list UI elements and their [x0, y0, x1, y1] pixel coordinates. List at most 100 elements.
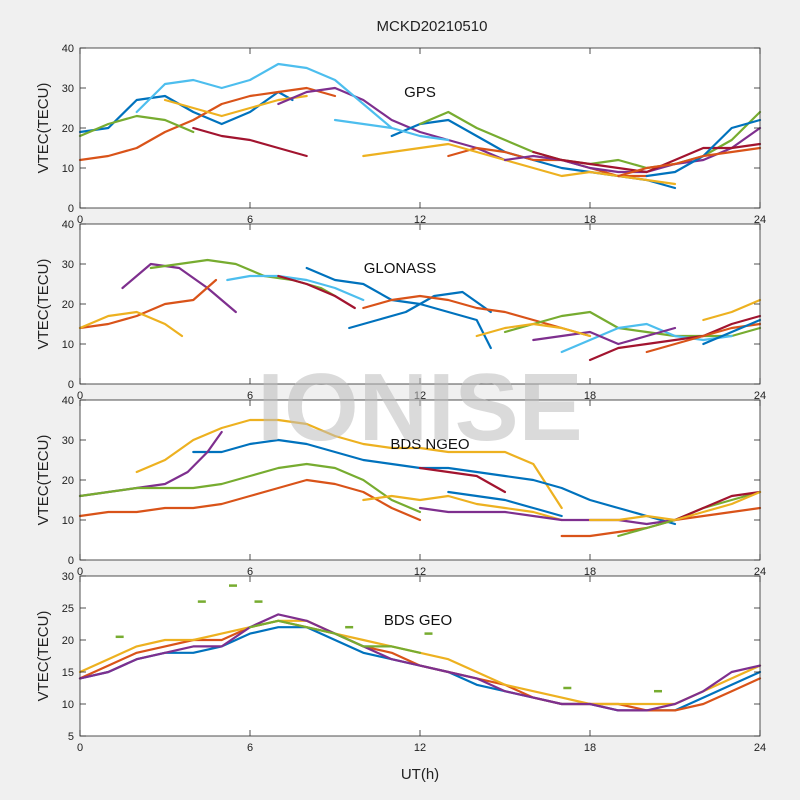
series-line-7 [348, 290, 492, 330]
figure-title: MCKD20210510 [377, 18, 488, 35]
series-group [78, 258, 762, 362]
series-line-3 [277, 86, 507, 162]
y-tick-label: 0 [68, 379, 74, 391]
series-line-15 [333, 118, 450, 142]
series-line-9 [362, 142, 677, 186]
panel-label: BDS NGEO [390, 436, 469, 453]
x-tick-label: 18 [584, 742, 596, 754]
y-tick-label: 15 [62, 667, 74, 679]
x-tick-label: 6 [247, 566, 253, 578]
series-line-8 [418, 506, 677, 526]
series-line-5 [135, 62, 393, 130]
series-line-12 [588, 490, 762, 522]
series-line-4 [226, 274, 365, 302]
series-line-0 [135, 418, 563, 510]
y-tick-label: 10 [62, 163, 74, 175]
x-tick-label: 0 [77, 742, 83, 754]
x-tick-label: 6 [247, 390, 253, 402]
y-tick-label: 10 [62, 699, 74, 711]
y-tick-label: 0 [68, 555, 74, 567]
y-tick-label: 40 [62, 395, 74, 407]
series-line-10 [560, 322, 733, 354]
x-tick-label: 24 [754, 214, 766, 226]
y-tick-label: 30 [62, 571, 74, 583]
series-line-2 [78, 278, 218, 330]
series-line-13 [645, 322, 762, 354]
x-tick-label: 24 [754, 390, 766, 402]
series-group [78, 62, 762, 190]
plot-area [80, 400, 760, 560]
y-tick-label: 20 [62, 299, 74, 311]
panel-label: GPS [404, 84, 436, 101]
y-tick-label: 5 [68, 731, 74, 743]
panel-3: 5 10 15 20 25 30 0 6 12 18 24 VTEC(TECU) BDS GEO [35, 571, 766, 754]
x-tick-label: 12 [414, 214, 426, 226]
y-tick-label: 10 [62, 515, 74, 527]
y-tick-label: 25 [62, 603, 74, 615]
y-tick-label: 40 [62, 219, 74, 231]
watermark: IONISE [257, 354, 582, 461]
x-tick-label: 6 [247, 214, 253, 226]
y-tick-label: 20 [62, 475, 74, 487]
series-line-15 [702, 318, 762, 346]
series-line-0 [78, 90, 294, 134]
panel-label: GLONASS [364, 260, 437, 277]
y-tick-label: 30 [62, 259, 74, 271]
panel-2: 0 10 20 30 40 0 6 12 18 24 VTEC(TECU) BDS NGEO [35, 395, 766, 578]
plot-area [80, 576, 760, 736]
x-tick-label: 18 [584, 390, 596, 402]
series-line-2 [163, 94, 308, 118]
series-line-14 [617, 146, 762, 178]
y-tick-label: 30 [62, 83, 74, 95]
y-axis-label: VTEC(TECU) [35, 435, 52, 526]
series-line-8 [362, 294, 592, 338]
y-axis-label: VTEC(TECU) [35, 83, 52, 174]
panel-1: 0 10 20 30 40 0 6 12 18 24 VTEC(TECU) GLONASS [35, 219, 766, 402]
series-group [78, 584, 762, 712]
series-line-5 [362, 494, 563, 522]
series-line-0 [121, 262, 237, 314]
y-axis-label: VTEC(TECU) [35, 259, 52, 350]
y-tick-label: 30 [62, 435, 74, 447]
panel-label: BDS GEO [384, 612, 452, 629]
series-line-4 [78, 478, 422, 522]
x-tick-label: 12 [414, 742, 426, 754]
series-line-11 [532, 326, 677, 346]
x-tick-label: 24 [754, 566, 766, 578]
series-line-11 [673, 490, 762, 522]
series-line-1 [149, 258, 337, 298]
x-tick-label: 18 [584, 566, 596, 578]
series-group [78, 418, 762, 538]
y-axis-label: VTEC(TECU) [35, 611, 52, 702]
y-tick-label: 20 [62, 123, 74, 135]
series-line-9 [503, 310, 762, 338]
series-line-12 [532, 142, 762, 174]
series-line-4 [248, 619, 422, 654]
x-tick-label: 0 [77, 390, 83, 402]
x-tick-label: 0 [77, 214, 83, 226]
x-tick-label: 0 [77, 566, 83, 578]
series-line-4 [78, 114, 195, 138]
y-tick-label: 10 [62, 339, 74, 351]
series-line-16 [475, 322, 592, 338]
x-axis-label: UT(h) [401, 766, 439, 783]
series-line-5 [277, 274, 356, 310]
series-line-12 [588, 314, 762, 362]
series-line-3 [78, 310, 184, 338]
x-tick-label: 6 [247, 742, 253, 754]
series-line-3 [78, 613, 762, 712]
x-tick-label: 24 [754, 742, 766, 754]
series-line-6 [447, 490, 563, 518]
panel-0: 0 10 20 30 40 0 6 12 18 24 VTEC(TECU) GPS [35, 43, 766, 226]
y-tick-label: 40 [62, 43, 74, 55]
y-tick-label: 0 [68, 203, 74, 215]
y-tick-label: 20 [62, 635, 74, 647]
series-line-6 [192, 126, 308, 158]
series-line-1 [192, 438, 677, 526]
series-line-6 [305, 266, 492, 350]
series-line-3 [78, 462, 422, 514]
series-line-14 [702, 298, 762, 322]
x-tick-label: 12 [414, 390, 426, 402]
